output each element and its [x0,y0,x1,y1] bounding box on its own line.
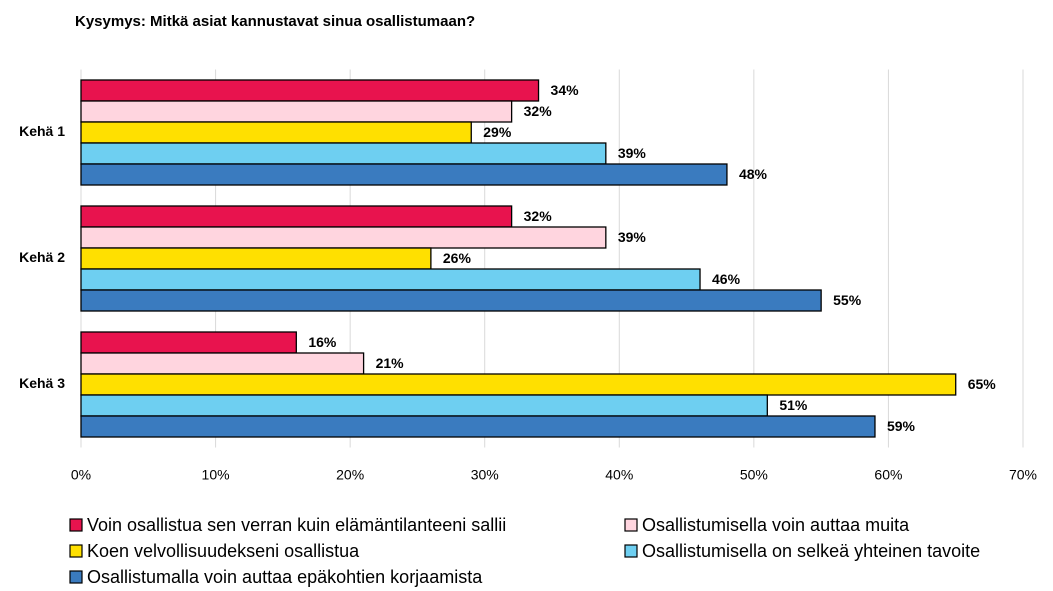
value-label: 16% [308,334,337,350]
legend-swatch [69,570,83,584]
value-label: 46% [712,271,741,287]
legend-label: Voin osallistua sen verran kuin elämänti… [87,515,506,535]
x-tick-label: 70% [1009,467,1037,483]
bar [80,373,957,396]
bar [80,163,728,186]
y-tick-label: Kehä 2 [19,249,65,265]
x-tick-label: 40% [605,467,633,483]
bar [80,268,701,291]
legend-label: Osallistumisella on selkeä yhteinen tavo… [642,541,980,561]
bar [80,121,472,144]
bar [80,247,432,270]
value-label: 26% [443,250,472,266]
legend-swatch [69,544,83,558]
y-tick-label: Kehä 3 [19,375,65,391]
value-label: 48% [739,166,768,182]
value-label: 51% [779,397,808,413]
x-tick-label: 60% [874,467,902,483]
bar [80,289,822,312]
bar [80,205,513,228]
bar [80,394,768,417]
bar [80,331,297,354]
value-label: 59% [887,418,916,434]
x-tick-label: 50% [740,467,768,483]
bar [80,226,607,249]
legend-label: Koen velvollisuudekseni osallistua [87,541,360,561]
value-label: 29% [483,124,512,140]
value-label: 55% [833,292,862,308]
chart-title: Kysymys: Mitkä asiat kannustavat sinua o… [75,13,475,30]
x-tick-label: 0% [71,467,91,483]
bar [80,352,365,375]
legend-label: Osallistumalla voin auttaa epäkohtien ko… [87,567,483,587]
value-label: 39% [618,229,647,245]
bar [80,79,540,102]
legend-label: Osallistumisella voin auttaa muita [642,515,910,535]
value-label: 34% [551,82,580,98]
legend-swatch [624,544,638,558]
y-tick-label: Kehä 1 [19,123,65,139]
bar [80,415,876,438]
bar [80,142,607,165]
x-tick-label: 10% [202,467,230,483]
legend-swatch [624,518,638,532]
value-label: 32% [524,103,553,119]
value-label: 39% [618,145,647,161]
legend-swatch [69,518,83,532]
value-label: 21% [376,355,405,371]
value-label: 65% [968,376,997,392]
bar [80,100,513,123]
value-label: 32% [524,208,553,224]
x-tick-label: 20% [336,467,364,483]
x-tick-label: 30% [471,467,499,483]
